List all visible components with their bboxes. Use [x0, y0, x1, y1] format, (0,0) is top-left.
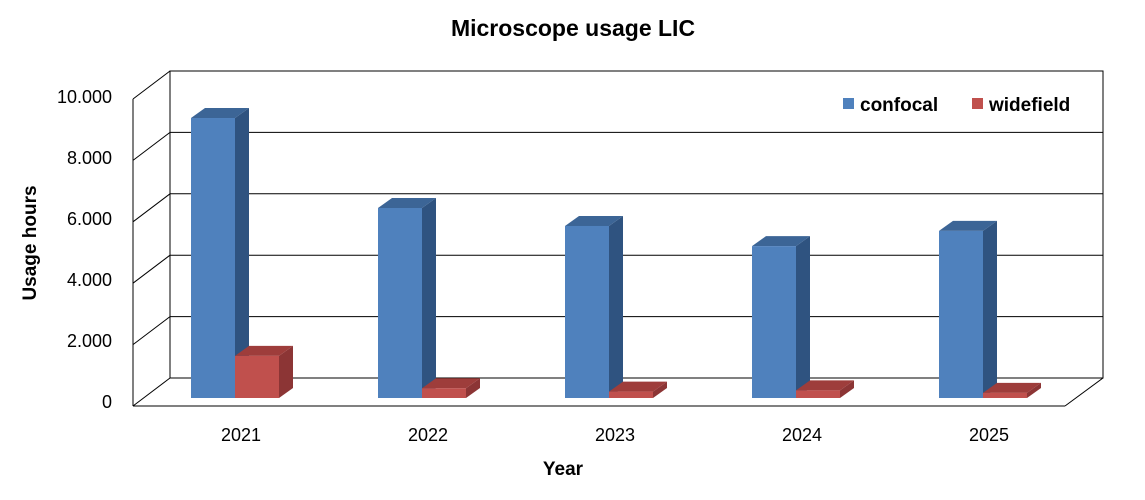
legend-swatch-confocal	[843, 98, 854, 109]
side-wall-line	[132, 132, 171, 161]
x-axis-label: Year	[543, 459, 584, 480]
side-wall-line	[132, 316, 171, 345]
legend-label-confocal: confocal	[860, 95, 938, 116]
x-tick-label: 2024	[782, 425, 822, 445]
x-axis-ticks: 2021 2022 2023 2024 2025	[221, 425, 1009, 445]
bar-confocal-2024	[752, 236, 810, 398]
bar-side	[422, 197, 436, 398]
bar-side	[235, 108, 249, 398]
bar-top	[191, 108, 249, 119]
bar-widefield-2023	[609, 381, 667, 398]
legend-label-widefield: widefield	[988, 95, 1070, 116]
bar-side	[840, 380, 854, 398]
chart-title: Microscope usage LIC	[451, 15, 695, 41]
bar-top	[378, 197, 436, 208]
bar-confocal-2023	[565, 215, 623, 398]
y-tick-label: 8.000	[67, 148, 112, 168]
bar-top	[565, 215, 623, 226]
bar-top	[752, 236, 810, 247]
legend: confocal widefield	[843, 95, 1070, 116]
bar-widefield-2021	[235, 345, 293, 398]
bar-widefield-2022	[422, 378, 480, 398]
x-tick-label: 2023	[595, 425, 635, 445]
y-tick-label: 6.000	[67, 209, 112, 229]
bar-front	[752, 246, 796, 398]
bar-side	[983, 220, 997, 398]
bar-front	[983, 392, 1027, 398]
bar-side	[796, 236, 810, 398]
bar-front	[235, 355, 279, 398]
bar-front	[939, 230, 983, 398]
bar-confocal-2021	[191, 108, 249, 398]
bar-side	[279, 345, 293, 398]
bar-confocal-2025	[939, 220, 997, 398]
x-tick-label: 2025	[969, 425, 1009, 445]
y-axis-ticks: 0 2.000 4.000 6.000 8.000 10.000	[57, 87, 112, 412]
x-tick-label: 2022	[408, 425, 448, 445]
side-wall-line	[132, 377, 171, 407]
bar-front	[565, 225, 609, 398]
bar-front	[609, 391, 653, 398]
bar-widefield-2024	[796, 380, 854, 398]
bar-front	[378, 207, 422, 398]
side-wall-line	[132, 254, 171, 284]
y-tick-label: 2.000	[67, 331, 112, 351]
side-wall-line	[132, 193, 171, 223]
bar-side	[1027, 382, 1041, 398]
bar-side	[466, 378, 480, 398]
bar-side	[653, 381, 667, 398]
y-tick-label: 4.000	[67, 270, 112, 290]
bar-front	[422, 388, 466, 398]
floor-edge	[1064, 377, 1104, 407]
bar-top	[939, 220, 997, 231]
y-axis-label: Usage hours	[20, 185, 41, 300]
bars	[191, 108, 1041, 398]
side-wall-line	[132, 70, 171, 100]
bar-side	[609, 215, 623, 398]
bar-front	[191, 118, 235, 398]
bar-confocal-2022	[378, 197, 436, 398]
bar-top	[235, 345, 293, 356]
bar-top	[983, 382, 1041, 393]
bar-widefield-2025	[983, 382, 1041, 398]
x-tick-label: 2021	[221, 425, 261, 445]
bar-top	[796, 380, 854, 391]
y-tick-label: 0	[102, 392, 112, 412]
bar-top	[422, 378, 480, 389]
bar-top	[609, 381, 667, 392]
bar-front	[796, 390, 840, 398]
y-tick-label: 10.000	[57, 87, 112, 107]
legend-swatch-widefield	[972, 98, 983, 109]
